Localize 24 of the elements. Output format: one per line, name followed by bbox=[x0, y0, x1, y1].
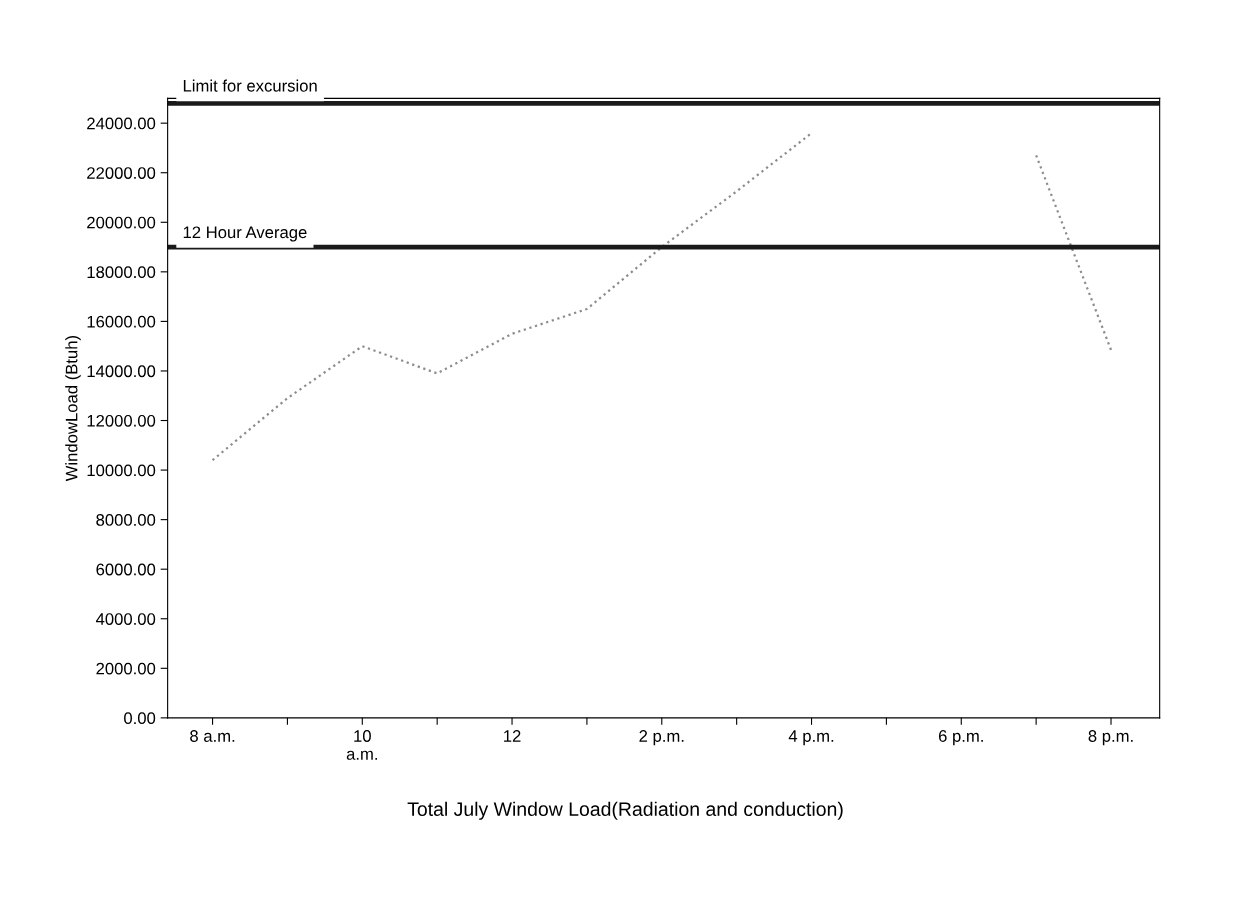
x-tick-label: 8 a.m. bbox=[190, 730, 235, 742]
y-tick-label: 20000.00 bbox=[87, 216, 156, 229]
ref-line-label: 12 Hour Average bbox=[183, 226, 307, 242]
y-tick-label: 4000.00 bbox=[95, 613, 156, 625]
x-tick-label: 6 p.m. bbox=[938, 730, 983, 746]
y-tick-label: 22000.00 bbox=[87, 167, 156, 179]
text: Total July Window Load(Radiation and conduction) bbox=[407, 801, 843, 820]
y-tick-label: 6000.00 bbox=[96, 563, 156, 576]
y-tick-label: 24000.00 bbox=[87, 117, 156, 130]
x-tick-label: 12 bbox=[504, 730, 521, 742]
y-tick-label: 8000.00 bbox=[96, 514, 156, 526]
x-tick-label: 2 p.m. bbox=[639, 730, 684, 746]
y-tick-label: 14000.00 bbox=[87, 365, 156, 378]
y-tick-label: 16000.00 bbox=[87, 315, 156, 328]
x-tick-label: 4 p.m. bbox=[788, 730, 834, 746]
y-tick-label: 12000.00 bbox=[87, 414, 156, 427]
ref-line-label: Limit for excursion bbox=[183, 79, 317, 92]
y-tick-label: 10000.00 bbox=[87, 464, 156, 477]
x-tick-label: 8 p.m. bbox=[1088, 730, 1133, 746]
x-tick-label: 10 a.m. bbox=[346, 730, 377, 760]
y-tick-label: 2000.00 bbox=[96, 662, 156, 675]
y-axis-title: WindowLoad (Btuh) bbox=[65, 335, 81, 482]
y-tick-label: 18000.00 bbox=[87, 266, 156, 279]
y-tick-label: 0.00 bbox=[124, 712, 156, 725]
